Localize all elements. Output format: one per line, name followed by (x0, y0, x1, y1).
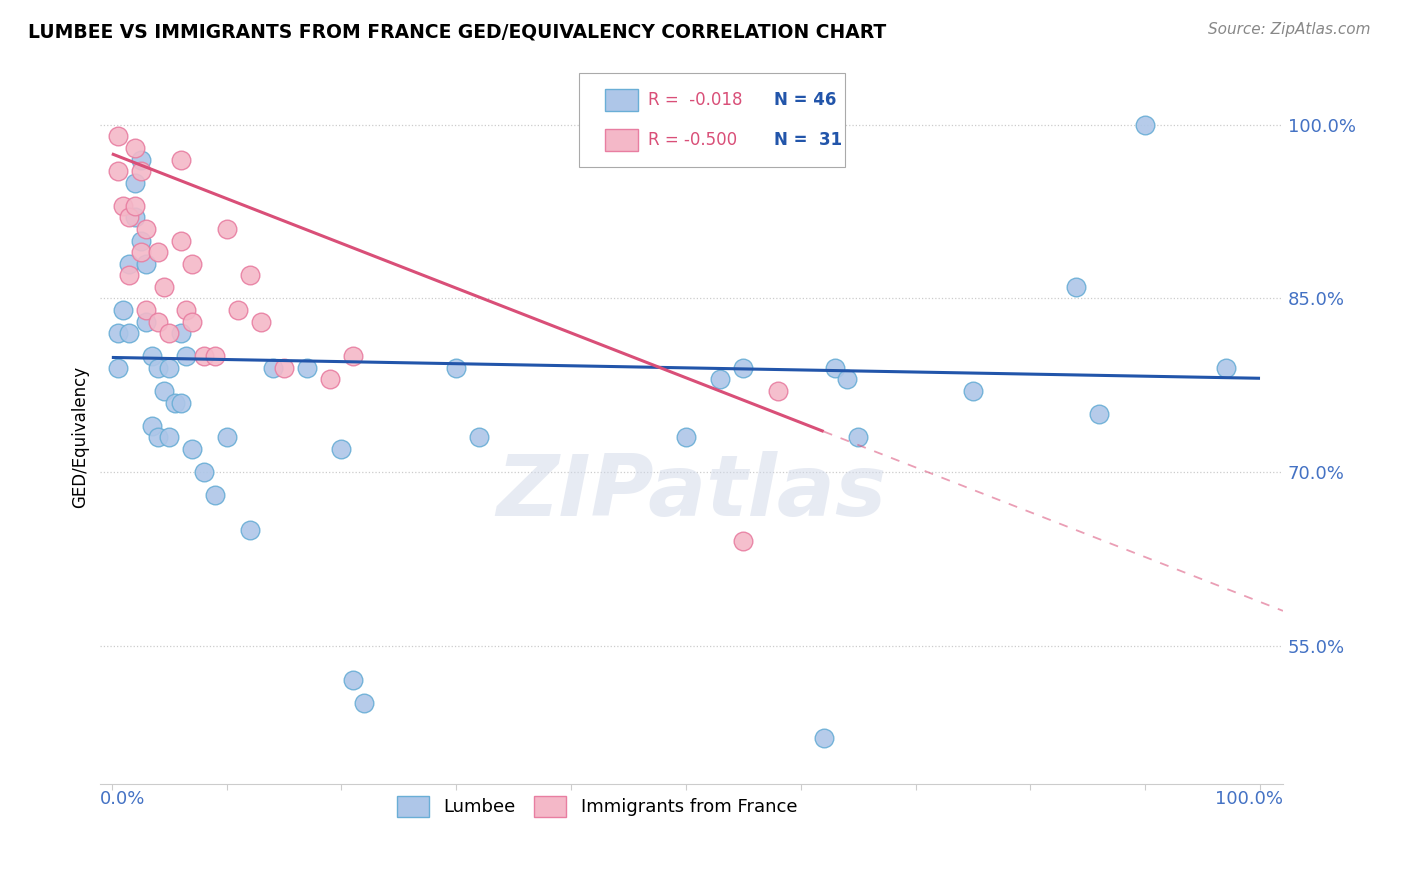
Point (141, 349, 163, 363)
Point (141, 418, 163, 433)
Point (446, 360, 468, 375)
Point (204, 349, 226, 363)
Point (319, 372, 342, 386)
Point (1135, 118, 1157, 132)
Point (835, 372, 858, 386)
Text: Source: ZipAtlas.com: Source: ZipAtlas.com (1208, 22, 1371, 37)
Point (1215, 360, 1237, 375)
Point (181, 257, 204, 271)
Legend: Lumbee, Immigrants from France: Lumbee, Immigrants from France (389, 789, 804, 824)
Point (193, 465, 215, 479)
FancyBboxPatch shape (606, 128, 638, 151)
Point (353, 697, 375, 711)
Point (124, 199, 146, 213)
Point (330, 442, 353, 456)
Point (135, 315, 157, 329)
Y-axis label: GED/Equivalency: GED/Equivalency (72, 367, 89, 508)
Point (342, 673, 364, 688)
Point (204, 488, 226, 502)
Point (468, 430, 491, 444)
Point (709, 372, 731, 386)
Point (1066, 280, 1088, 294)
Text: 100.0%: 100.0% (1215, 790, 1284, 808)
Point (129, 153, 152, 167)
Point (813, 731, 835, 746)
Point (170, 326, 193, 340)
Point (226, 303, 249, 318)
Point (215, 430, 238, 444)
Point (295, 360, 318, 375)
Point (107, 360, 129, 375)
Text: ZIPatlas: ZIPatlas (496, 451, 887, 534)
Point (146, 430, 169, 444)
Point (146, 245, 169, 260)
Point (239, 268, 262, 283)
Point (962, 384, 984, 398)
Point (129, 164, 152, 178)
Point (152, 384, 174, 398)
Text: LUMBEE VS IMMIGRANTS FROM FRANCE GED/EQUIVALENCY CORRELATION CHART: LUMBEE VS IMMIGRANTS FROM FRANCE GED/EQU… (28, 22, 886, 41)
Point (733, 360, 755, 375)
Point (118, 268, 141, 283)
Point (181, 315, 204, 329)
Point (112, 199, 135, 213)
Point (135, 303, 157, 318)
Text: R =  -0.018: R = -0.018 (648, 91, 742, 109)
Point (250, 315, 273, 329)
Point (215, 222, 238, 236)
FancyBboxPatch shape (606, 88, 638, 111)
Point (118, 326, 141, 340)
Point (107, 164, 129, 178)
Point (181, 442, 204, 456)
Point (129, 245, 152, 260)
Point (157, 360, 180, 375)
Point (262, 360, 284, 375)
Text: N =  31: N = 31 (775, 130, 842, 149)
Point (239, 523, 262, 537)
Point (170, 395, 193, 409)
Point (124, 176, 146, 190)
Point (824, 360, 846, 375)
Point (129, 234, 152, 248)
Point (170, 153, 193, 167)
Point (170, 234, 193, 248)
Point (124, 141, 146, 155)
Point (146, 360, 169, 375)
Point (342, 349, 364, 363)
Point (146, 315, 169, 329)
Point (163, 395, 186, 409)
Point (152, 280, 174, 294)
Point (176, 349, 198, 363)
Point (107, 326, 129, 340)
Point (112, 303, 135, 318)
Point (157, 326, 180, 340)
Text: 0.0%: 0.0% (100, 790, 146, 808)
Point (157, 430, 180, 444)
Point (1088, 407, 1111, 421)
FancyBboxPatch shape (579, 73, 845, 167)
Point (124, 211, 146, 225)
Text: N = 46: N = 46 (775, 91, 837, 109)
Point (766, 384, 789, 398)
Point (193, 349, 215, 363)
Point (675, 430, 697, 444)
Point (176, 303, 198, 318)
Point (118, 257, 141, 271)
Point (118, 211, 141, 225)
Point (107, 129, 129, 144)
Point (846, 430, 869, 444)
Text: R = -0.500: R = -0.500 (648, 130, 737, 149)
Point (135, 257, 157, 271)
Point (733, 534, 755, 549)
Point (273, 360, 295, 375)
Point (135, 222, 157, 236)
